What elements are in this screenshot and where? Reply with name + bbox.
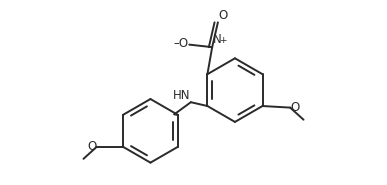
Text: O: O xyxy=(87,140,96,153)
Text: +: + xyxy=(219,36,227,45)
Text: O: O xyxy=(291,101,300,114)
Text: N: N xyxy=(213,33,222,46)
Text: HN: HN xyxy=(173,89,190,102)
Text: O: O xyxy=(219,9,228,21)
Text: –O: –O xyxy=(174,37,189,50)
